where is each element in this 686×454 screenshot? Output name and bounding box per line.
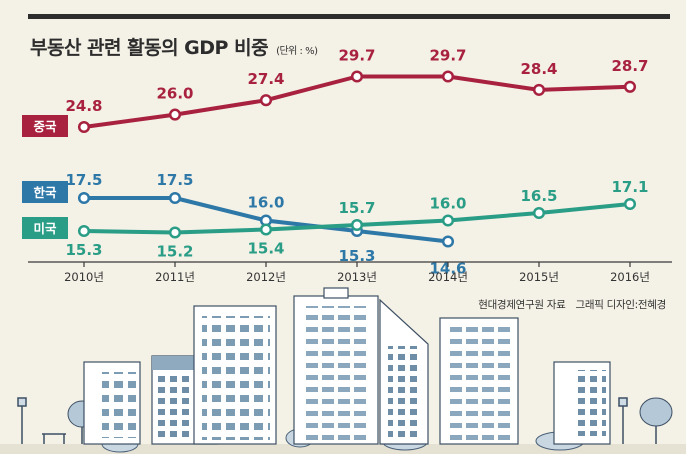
data-point <box>532 206 546 220</box>
x-tick-label: 2016년 <box>610 270 650 284</box>
data-point <box>168 191 182 205</box>
building-3 <box>193 305 277 445</box>
data-label: 17.5 <box>65 171 102 189</box>
data-point <box>441 235 455 248</box>
data-label: 15.3 <box>338 247 375 265</box>
data-label: 15.2 <box>156 243 193 261</box>
data-label: 29.7 <box>338 47 375 65</box>
data-label: 14.6 <box>429 260 466 278</box>
data-label: 16.5 <box>520 187 557 205</box>
x-tick-label: 2011년 <box>155 270 195 284</box>
data-point <box>623 197 637 211</box>
source-credit: 현대경제연구원 자료 그래픽 디자인:전혜경 <box>468 297 666 312</box>
data-point <box>168 108 182 121</box>
data-label: 27.4 <box>247 70 284 88</box>
data-label: 26.0 <box>156 85 193 103</box>
legend-swatch <box>22 217 68 239</box>
data-point <box>441 214 455 227</box>
data-point <box>350 218 364 232</box>
legend-label: 미국 <box>33 221 57 236</box>
data-label: 28.4 <box>520 60 557 78</box>
x-axis: 2010년 2011년 2012년 2013년 2014년 2015년 2016년 <box>28 261 672 284</box>
data-label: 24.8 <box>65 97 102 115</box>
credit-text: 그래픽 디자인:전혜경 <box>575 299 666 311</box>
data-label: 29.7 <box>429 47 466 65</box>
x-tick-label: 2013년 <box>337 270 377 284</box>
street-lamp-left <box>17 397 27 444</box>
data-point <box>441 70 455 83</box>
x-tick-label: 2012년 <box>246 270 286 284</box>
bench <box>42 433 66 444</box>
building-6 <box>439 317 519 445</box>
top-rule <box>28 14 670 19</box>
data-label: 16.0 <box>247 194 284 212</box>
building-4 <box>293 287 379 445</box>
data-point <box>259 94 273 107</box>
data-label: 16.0 <box>429 195 466 213</box>
series-lines: 24.8 26.0 27.4 29.7 29.7 28.4 28.7 17.5 17.5 16.0… <box>65 47 648 278</box>
data-label: 15.7 <box>338 199 375 217</box>
data-point <box>350 70 364 83</box>
data-point <box>623 80 637 93</box>
data-point <box>168 226 182 239</box>
chart-title: 부동산 관련 활동의 GDP 비중 (단위 : %) <box>30 33 318 60</box>
data-label: 15.4 <box>247 240 284 258</box>
data-label: 15.3 <box>65 241 102 259</box>
x-tick-label: 2014년 <box>428 270 468 284</box>
legend-swatch <box>22 181 68 203</box>
source-text: 현대경제연구원 자료 <box>478 299 566 311</box>
data-point <box>259 223 273 236</box>
city-skyline-illustration <box>0 287 686 454</box>
data-label: 17.5 <box>156 171 193 189</box>
chart-title-text: 부동산 관련 활동의 GDP 비중 <box>30 37 269 59</box>
tree-right <box>639 397 673 444</box>
data-point <box>77 191 91 205</box>
building-7 <box>553 361 611 445</box>
unit-label: (단위 : %) <box>276 46 318 57</box>
x-tick-label: 2015년 <box>519 270 559 284</box>
building-5 <box>379 298 429 445</box>
data-label: 28.7 <box>611 57 648 75</box>
x-tick-label: 2010년 <box>64 270 104 284</box>
street-lamp-right <box>618 397 628 444</box>
legend-label: 중국 <box>33 119 57 134</box>
legend-swatch <box>22 115 68 137</box>
data-label: 17.1 <box>611 178 648 196</box>
data-point <box>532 83 546 96</box>
data-point <box>77 120 91 134</box>
data-point <box>77 224 91 238</box>
building-1 <box>83 361 141 445</box>
legend-label: 한국 <box>33 185 57 200</box>
